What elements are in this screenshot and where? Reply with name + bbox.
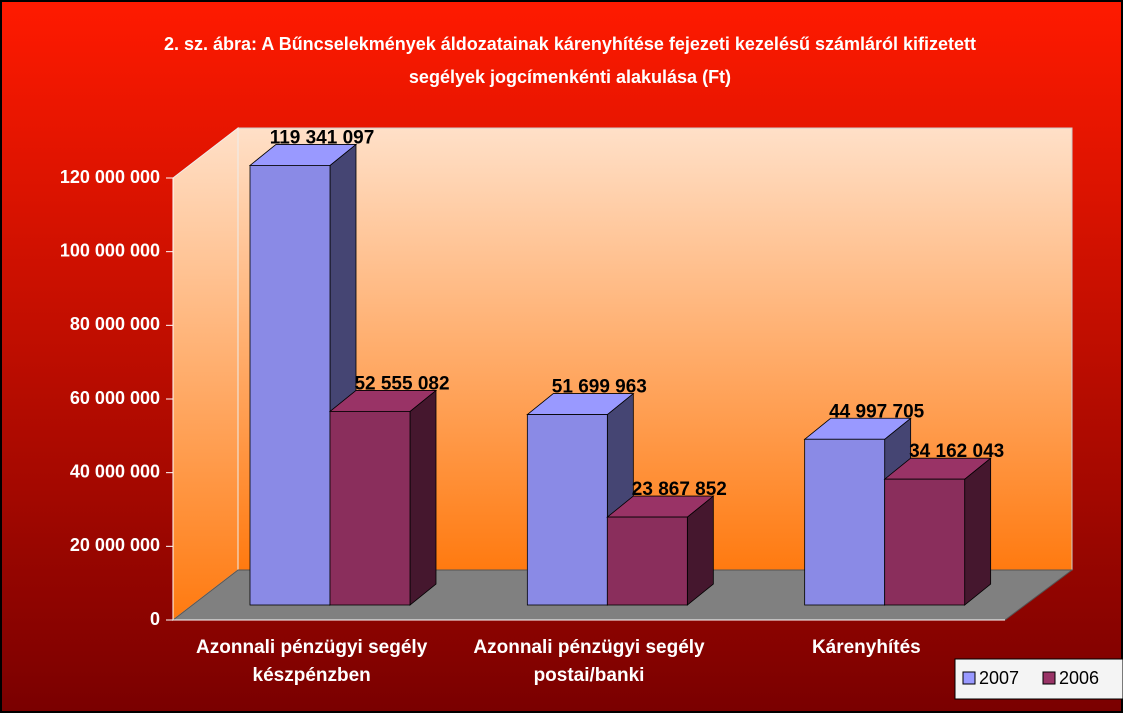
y-tick-label: 0 — [150, 609, 160, 629]
bar-side — [409, 389, 437, 606]
y-tick-label: 40 000 000 — [70, 461, 160, 481]
y-tick-label: 60 000 000 — [70, 388, 160, 408]
bar — [526, 414, 608, 606]
y-tick-label: 80 000 000 — [70, 314, 160, 334]
legend-box — [954, 658, 1123, 700]
y-tick-label: 100 000 000 — [60, 240, 160, 260]
data-label: 51 699 963 — [552, 377, 647, 398]
x-tick-label: Azonnali pénzügyi segély postai/banki — [473, 637, 705, 686]
legend-label: 2006 — [1059, 668, 1099, 688]
data-label: 119 341 097 — [270, 127, 375, 148]
data-label: 52 555 082 — [354, 373, 449, 394]
chart-title: 2. sz. ábra: A Bűncselekmények áldozatai… — [163, 34, 977, 87]
bar — [804, 438, 886, 606]
y-tick-label: 120 000 000 — [60, 167, 160, 187]
data-label: 34 162 043 — [909, 441, 1004, 462]
legend-swatch — [962, 671, 976, 685]
bar — [329, 411, 411, 606]
data-label: 23 867 852 — [632, 479, 727, 500]
legend-swatch — [1042, 671, 1056, 685]
bar — [884, 478, 966, 606]
bar-side — [964, 457, 992, 606]
y-tick-label: 20 000 000 — [70, 535, 160, 555]
legend-label: 2007 — [979, 668, 1019, 688]
bar — [606, 516, 688, 606]
bar — [249, 165, 331, 606]
x-tick-label: Azonnali pénzügyi segély készpénzben — [196, 637, 428, 686]
data-label: 44 997 705 — [829, 401, 925, 422]
side-wall — [172, 126, 239, 622]
x-tick-label: Kárenyhítés — [811, 637, 921, 658]
